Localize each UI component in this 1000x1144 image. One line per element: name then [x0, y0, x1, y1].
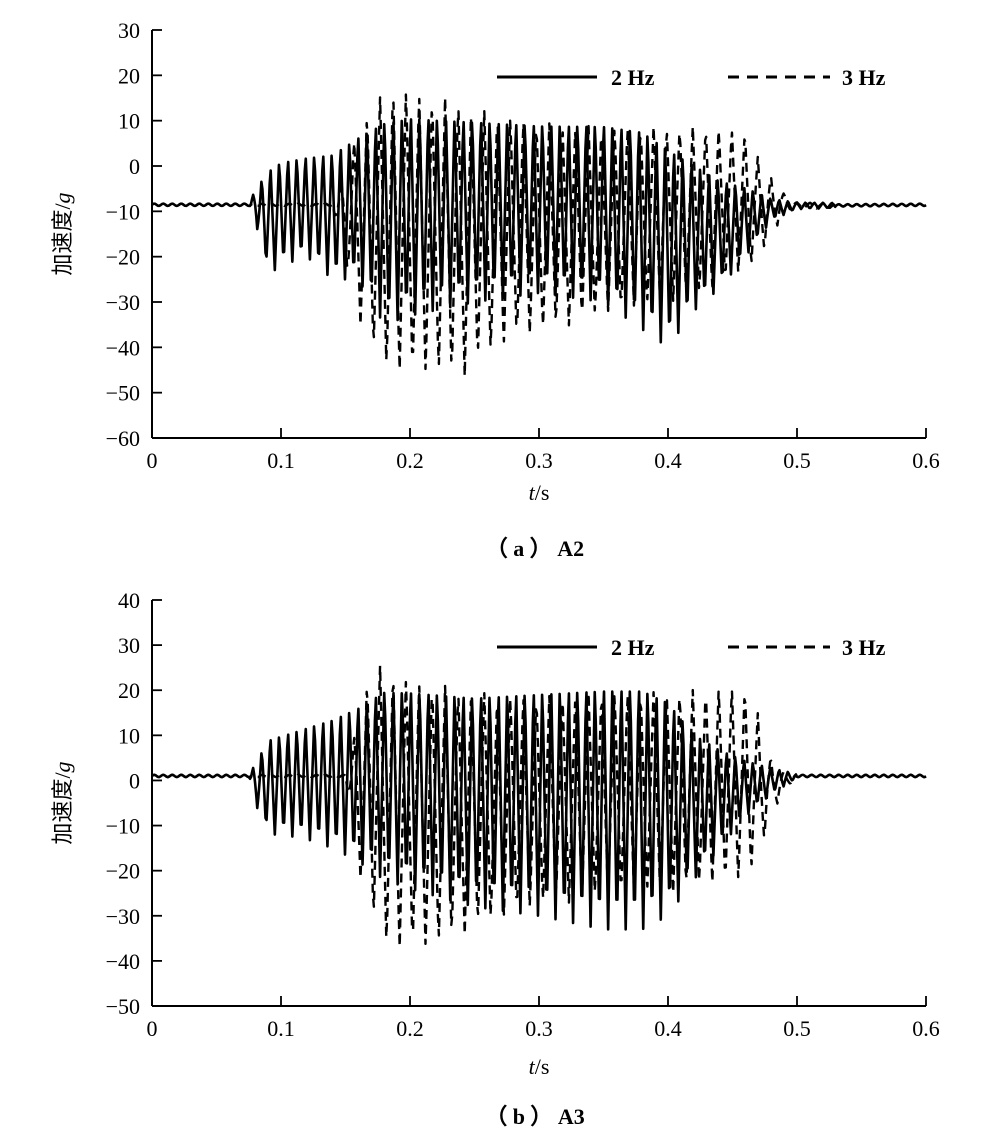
legend-label-3hz: 3 Hz — [842, 635, 886, 660]
y-tick-label: 30 — [118, 633, 140, 658]
legend: 2 Hz 3 Hz — [497, 65, 886, 90]
y-axis-label: 加速度/g — [50, 761, 75, 844]
x-tick-label: 0.1 — [267, 1016, 295, 1041]
x-axis-label: t/s — [529, 480, 550, 505]
x-tick-label: 0.6 — [912, 1016, 940, 1041]
x-tick-label: 0.6 — [912, 448, 940, 473]
x-tick-label: 0 — [147, 448, 158, 473]
y-tick-label: 10 — [118, 723, 140, 748]
x-tick-label: 0.5 — [783, 448, 811, 473]
legend-label-2hz: 2 Hz — [611, 635, 655, 660]
series-line-3hz — [151, 93, 927, 377]
y-axis-label-text: 加速度/ — [50, 203, 75, 276]
y-axis-label: 加速度/g — [50, 192, 75, 275]
panel-caption: （ b ） A3 — [485, 1104, 585, 1129]
y-tick-label: −20 — [106, 245, 140, 270]
y-tick-label: −50 — [106, 381, 140, 406]
y-tick-label: 20 — [118, 678, 140, 703]
y-tick-label: 30 — [118, 18, 140, 43]
y-tick-label: 0 — [129, 768, 140, 793]
y-tick-label: 40 — [118, 588, 140, 613]
x-tick-label: 0.5 — [783, 1016, 811, 1041]
y-tick-label: −40 — [106, 335, 140, 360]
x-axis-label: t/s — [529, 1054, 550, 1079]
y-tick-label: −10 — [106, 814, 140, 839]
legend-label-3hz: 3 Hz — [842, 65, 886, 90]
x-tick-label: 0 — [147, 1016, 158, 1041]
y-axis-label-text: 加速度/ — [50, 772, 75, 845]
panel-caption: （ a ） A2 — [486, 536, 584, 561]
x-tick-label: 0.2 — [396, 448, 424, 473]
y-tick-label: 20 — [118, 63, 140, 88]
legend: 2 Hz 3 Hz — [497, 635, 886, 660]
x-tick-label: 0.2 — [396, 1016, 424, 1041]
series-line-3hz — [151, 664, 927, 948]
y-tick-label: −60 — [106, 426, 140, 451]
x-tick-label: 0.3 — [525, 1016, 553, 1041]
y-tick-label: −10 — [106, 199, 140, 224]
y-tick-label: −40 — [106, 949, 140, 974]
x-axis-label-unit: /s — [535, 1054, 550, 1079]
y-axis-label-unit: g — [50, 192, 75, 203]
x-axis-label-unit: /s — [535, 480, 550, 505]
chart-panel-a2: 30 20 10 0 −10 −20 −30 −40 −50 −60 0 0.1 0.2 0.3 0.4 0.… — [50, 18, 940, 561]
y-tick-label: 0 — [129, 154, 140, 179]
y-tick-label: −30 — [106, 904, 140, 929]
x-tick-label: 0.4 — [654, 448, 682, 473]
y-tick-label: −50 — [106, 994, 140, 1019]
series-line-2hz — [151, 690, 927, 931]
x-tick-label: 0.4 — [654, 1016, 682, 1041]
y-tick-label: −20 — [106, 859, 140, 884]
x-axis-label-var: t — [529, 1054, 536, 1079]
x-tick-label: 0.3 — [525, 448, 553, 473]
y-tick-label: 10 — [118, 109, 140, 134]
legend-label-2hz: 2 Hz — [611, 65, 655, 90]
x-axis-label-var: t — [529, 480, 536, 505]
y-tick-label: −30 — [106, 290, 140, 315]
x-tick-label: 0.1 — [267, 448, 295, 473]
chart-panel-a3: 40 30 20 10 0 −10 −20 −30 −40 −50 0 0.1 0.2 0.3 0.4 0.5… — [50, 588, 940, 1129]
y-axis-label-unit: g — [50, 761, 75, 772]
